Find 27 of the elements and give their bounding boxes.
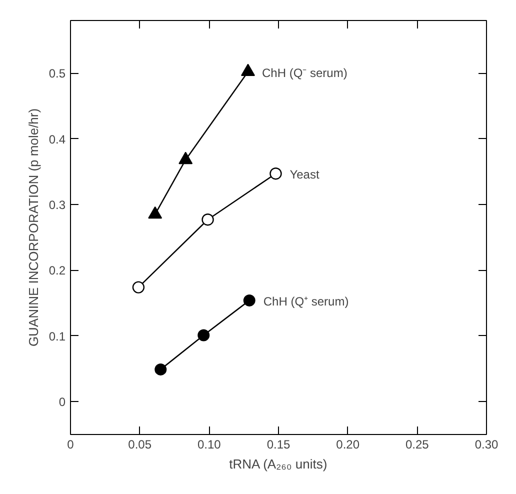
series-label: Yeast [290,168,320,182]
series-label: ChH (Q⁺ serum) [263,294,349,308]
point [198,329,210,342]
point [148,206,162,219]
y-tick-label: 0.4 [48,132,66,146]
y-tick-label: 0.2 [48,264,66,278]
y-tick-label: 0 [58,395,66,410]
point [243,294,256,306]
point [132,281,145,294]
x-tick-label: 0 [67,438,74,452]
series-label: ChH (Q⁻ serum) [262,66,348,80]
y-tick-label: 0.5 [48,66,66,81]
x-tick-label: 0.20 [336,438,360,452]
y-tick-label: 0.1 [48,329,66,344]
y-tick-label: 0.3 [48,198,66,212]
y-axis-title: GUANINE INCORPORATION (p mole/hr) [26,108,41,347]
point [240,64,255,76]
point [202,214,214,226]
x-tick-label: 0.10 [197,438,222,452]
point [270,168,282,180]
point [178,152,193,164]
point [154,363,167,376]
x-tick-label: 0.15 [266,438,291,452]
x-tick-label: 0.05 [128,438,152,452]
x-tick-label: 0.30 [474,438,499,452]
x-tick-label: 0.25 [405,438,430,452]
x-axis-title: tRNA (A₂₆₀ units) [229,456,328,472]
